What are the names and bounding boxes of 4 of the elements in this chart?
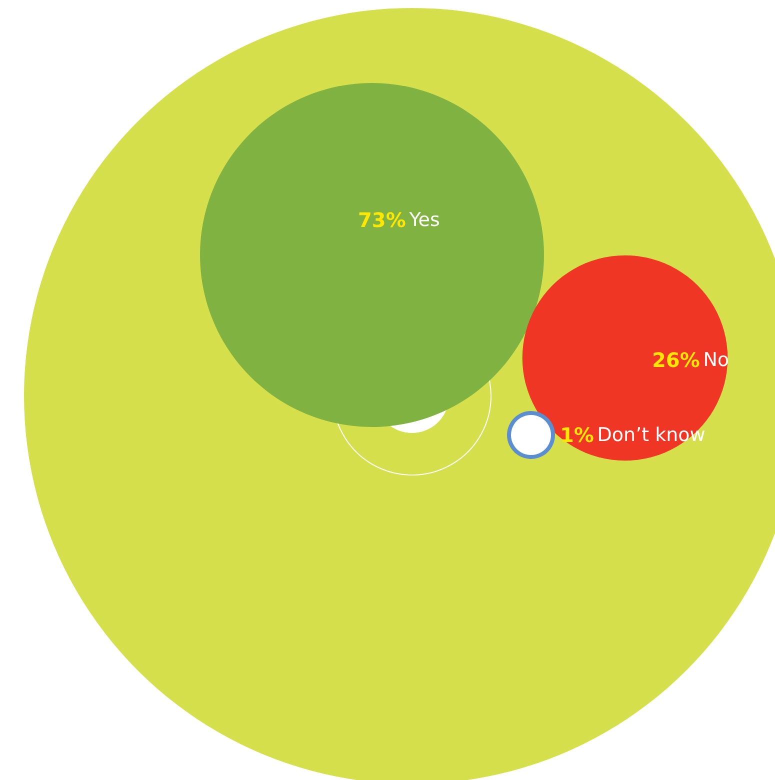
data-label: 26% [652,348,700,372]
data-label: 1% [560,423,594,447]
category-label: Yes [408,209,440,231]
data-label: 73% [358,208,406,232]
